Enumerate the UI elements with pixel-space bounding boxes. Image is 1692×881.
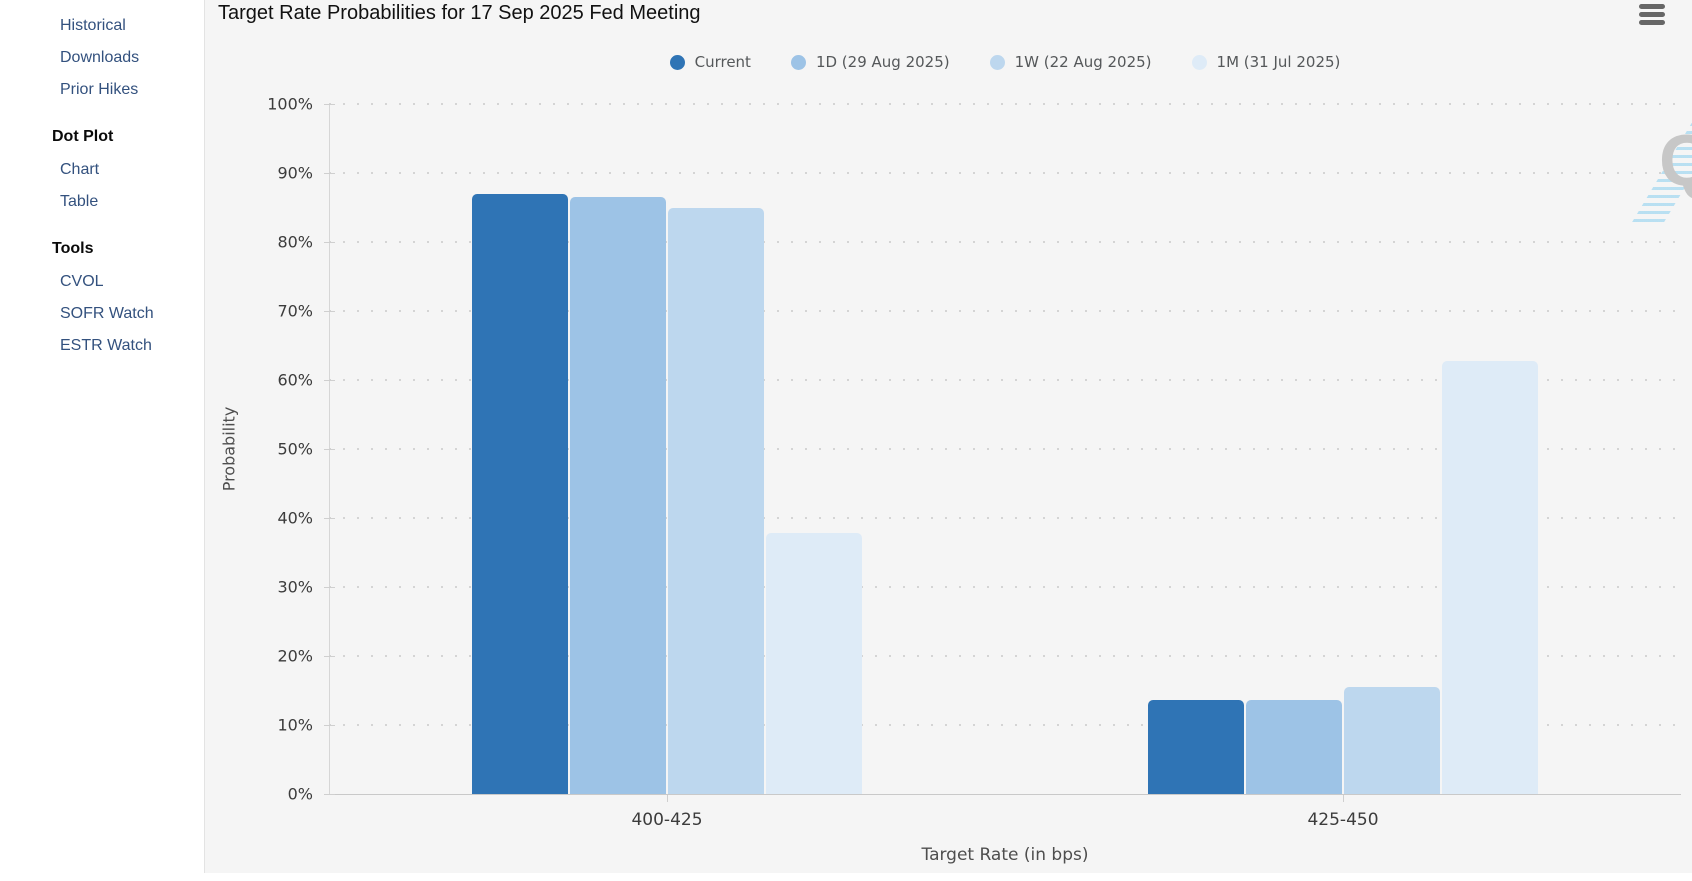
y-tick-label-30: 30%: [277, 577, 313, 597]
sidebar-item-sofr-watch[interactable]: SOFR Watch: [60, 305, 154, 322]
y-axis-title: Probability: [219, 406, 239, 492]
hamburger-icon[interactable]: [1639, 4, 1665, 25]
bar-400-425-series-2: [668, 208, 764, 794]
x-axis-title: Target Rate (in bps): [921, 845, 1089, 865]
legend-dot-icon: [1191, 54, 1207, 70]
y-tick-label-70: 70%: [277, 301, 313, 321]
chart-title: Target Rate Probabilities for 17 Sep 202…: [218, 2, 701, 24]
quikstrike-watermark: Q: [1577, 98, 1692, 318]
y-tick-label-50: 50%: [277, 439, 313, 459]
sidebar-item-downloads[interactable]: Downloads: [60, 49, 140, 66]
sidebar-item-prior-hikes[interactable]: Prior Hikes: [60, 81, 139, 98]
y-tick-label-20: 20%: [277, 646, 313, 666]
x-tick: [1343, 794, 1344, 802]
gridline-80: [329, 241, 1681, 243]
legend-label: 1W (22 Aug 2025): [1014, 53, 1152, 71]
y-tick: [324, 449, 335, 450]
sidebar: Historical Downloads Prior Hikes Dot Plot Ch…: [0, 0, 204, 881]
sidebar-section: Tools CVOL SOFR Watch ESTR Watch: [0, 232, 204, 362]
x-tick: [667, 794, 668, 802]
chart-panel: Target Rate Probabilities for 17 Sep 202…: [204, 0, 1692, 873]
legend-item-series-2[interactable]: 1W (22 Aug 2025): [989, 53, 1152, 71]
sidebar-item-estr-watch[interactable]: ESTR Watch: [60, 337, 152, 354]
gridline-100: [329, 103, 1681, 105]
bar-400-425-series-1: [570, 196, 666, 794]
y-tick-label-100: 100%: [267, 94, 313, 114]
y-tick: [324, 587, 335, 588]
chart-legend: Current 1D (29 Aug 2025) 1W (22 Aug 2025) 1…: [329, 50, 1681, 74]
gridline-60: [329, 379, 1681, 381]
legend-item-series-3[interactable]: 1M (31 Jul 2025): [1191, 53, 1341, 71]
bar-425-450-series-3: [1442, 361, 1538, 794]
sidebar-item-chart[interactable]: Chart: [60, 161, 100, 178]
y-tick: [324, 794, 335, 795]
y-tick: [324, 725, 335, 726]
y-tick: [324, 518, 335, 519]
bar-group-400-425: 400-425: [329, 104, 1005, 830]
x-category-label-425-450: 425-450: [1307, 810, 1379, 830]
gridline-10: [329, 724, 1681, 726]
y-tick: [324, 311, 335, 312]
sidebar-heading-dot-plot: Dot Plot: [52, 128, 114, 145]
y-tick: [324, 173, 335, 174]
y-tick: [324, 242, 335, 243]
gridline-90: [329, 172, 1681, 174]
gridline-20: [329, 655, 1681, 657]
watermark-q-letter: Q: [1659, 121, 1692, 201]
gridline-50: [329, 448, 1681, 450]
gridline-40: [329, 517, 1681, 519]
bar-425-450-series-0: [1148, 699, 1244, 794]
y-tick: [324, 656, 335, 657]
bar-400-425-series-0: [472, 194, 568, 794]
bars-row: 400-425 425-450: [329, 104, 1681, 830]
bar-425-450-series-1: [1246, 700, 1342, 794]
legend-label: Current: [694, 53, 751, 71]
sidebar-item-cvol[interactable]: CVOL: [60, 273, 104, 290]
legend-label: 1D (29 Aug 2025): [815, 53, 950, 71]
bar-425-450-series-2: [1344, 687, 1440, 794]
gridline-70: [329, 310, 1681, 312]
sidebar-item-historical[interactable]: Historical: [60, 17, 126, 34]
y-tick-label-80: 80%: [277, 232, 313, 252]
plot-area: Q Probability 400-425 425-450 0% 10% 20% 30%…: [220, 95, 1692, 830]
legend-dot-icon: [790, 54, 806, 70]
sidebar-section: Dot Plot Chart Table: [0, 120, 204, 218]
sidebar-section: Historical Downloads Prior Hikes: [0, 10, 204, 106]
legend-dot-icon: [989, 54, 1005, 70]
x-axis-line: [329, 794, 1681, 795]
gridline-30: [329, 586, 1681, 588]
legend-dot-icon: [669, 54, 685, 70]
x-category-label-400-425: 400-425: [631, 810, 703, 830]
sidebar-item-table[interactable]: Table: [60, 193, 99, 210]
y-tick-label-10: 10%: [277, 715, 313, 735]
bar-group-425-450: 425-450: [1005, 104, 1681, 830]
y-tick: [324, 380, 335, 381]
y-tick-label-40: 40%: [277, 508, 313, 528]
y-tick-label-90: 90%: [277, 163, 313, 183]
y-tick-label-0: 0%: [287, 784, 313, 804]
bar-400-425-series-3: [766, 533, 862, 794]
legend-item-current[interactable]: Current: [669, 53, 751, 71]
y-tick: [324, 104, 335, 105]
y-tick-label-60: 60%: [277, 370, 313, 390]
legend-label: 1M (31 Jul 2025): [1216, 53, 1341, 71]
sidebar-heading-tools: Tools: [52, 240, 94, 257]
legend-item-series-1[interactable]: 1D (29 Aug 2025): [790, 53, 950, 71]
